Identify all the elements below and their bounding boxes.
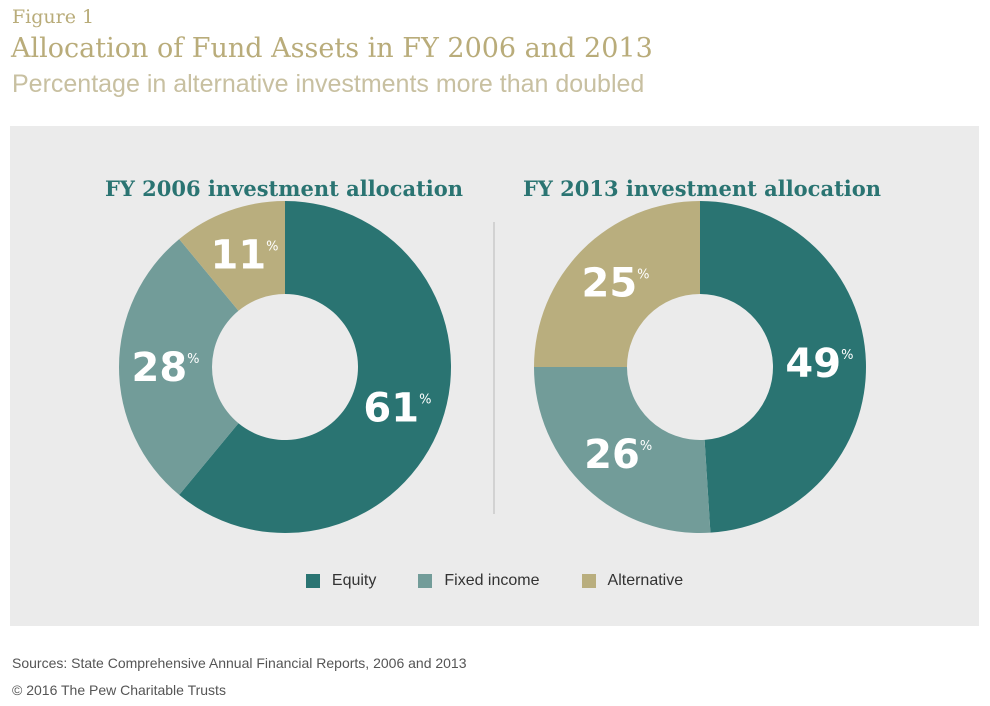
chart-title: Allocation of Fund Assets in FY 2006 and…: [11, 33, 653, 64]
legend-label-alternative: Alternative: [607, 572, 684, 589]
fy-2013-label-fixed-income: 26%: [584, 432, 652, 478]
fy-2006-label-fixed-income: 28%: [131, 345, 199, 391]
legend-item-alternative: Alternative: [581, 572, 684, 590]
fy-2006-donut-title: FY 2006 investment allocation: [105, 176, 463, 201]
figure-label: Figure 1: [12, 6, 95, 28]
sources-note: Sources: State Comprehensive Annual Fina…: [12, 655, 467, 671]
fy-2006-label-alternative: 11%: [211, 233, 279, 279]
fy-2013-slice-equity: [700, 201, 866, 533]
chart-panel: FY 2006 investment allocation 61% 28% 11% FY…: [10, 126, 979, 626]
fy-2006-slice-alternative: [179, 201, 285, 311]
copyright-note: © 2016 The Pew Charitable Trusts: [12, 682, 226, 698]
fy-2013-label-alternative: 25%: [581, 261, 649, 307]
fy-2013-slice-alternative: [534, 201, 700, 367]
fy-2006-label-equity: 61%: [363, 385, 431, 431]
fy-2006-slice-fixed-income: [119, 239, 239, 495]
chart-subtitle: Percentage in alternative investments mo…: [12, 70, 645, 98]
donut-charts: FY 2006 investment allocation 61% 28% 11% FY…: [105, 176, 881, 533]
legend-label-equity: Equity: [331, 572, 377, 589]
fy-2013-donut-title: FY 2013 investment allocation: [523, 176, 881, 201]
fy-2013-slice-fixed-income: [534, 367, 711, 533]
fy-2013-label-equity: 49%: [785, 341, 853, 387]
fy-2006-slice-equity: [179, 201, 451, 533]
legend-item-fixed-income: Fixed income: [418, 572, 540, 590]
legend-item-equity: Equity: [305, 572, 377, 590]
legend-swatch-equity: [305, 574, 320, 588]
legend-label-fixed-income: Fixed income: [444, 572, 540, 589]
legend-swatch-alternative: [581, 574, 596, 588]
legend: Equity Fixed income Alternative: [10, 572, 979, 590]
legend-swatch-fixed-income: [418, 574, 433, 588]
